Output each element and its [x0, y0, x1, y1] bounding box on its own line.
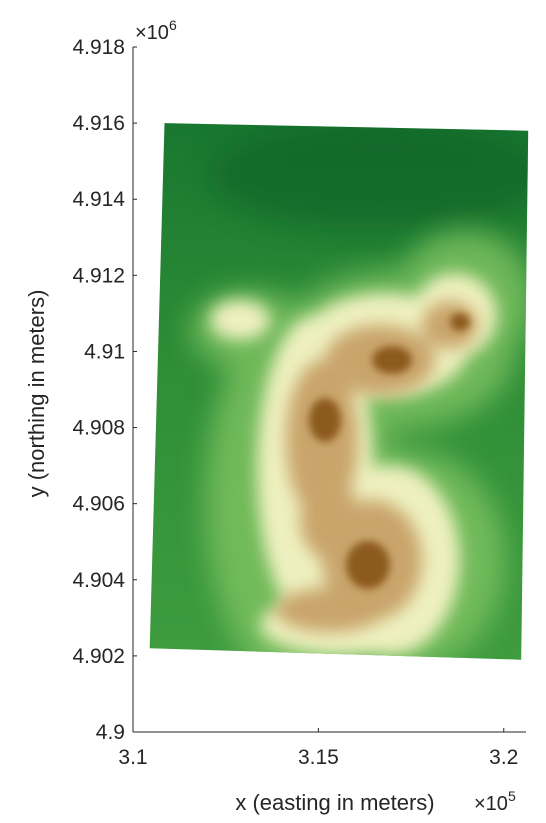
y-tick-label: 4.912 [72, 264, 125, 287]
map-summits [309, 313, 470, 589]
y-ticks: 4.9 4.902 4.904 4.906 4.908 4.91 4.912 4.914 4.9… [72, 36, 137, 744]
x-ticks: 3.1 3.15 3.2 [118, 728, 518, 769]
y-axis-exponent: ×106 [135, 17, 177, 44]
y-exp-power: 6 [169, 17, 177, 33]
x-tick-label: 3.2 [489, 746, 518, 769]
y-tick-label: 4.916 [72, 112, 125, 135]
y-tick-label: 4.9 [96, 721, 125, 744]
x-tick-label: 3.15 [298, 746, 339, 769]
y-exp-base: ×10 [135, 22, 169, 44]
axes: 4.9 4.902 4.904 4.906 4.908 4.91 4.912 4.914 4.9… [72, 36, 526, 769]
x-exp-power: 5 [508, 788, 516, 804]
y-tick-label: 4.91 [84, 340, 125, 363]
y-tick-label: 4.918 [72, 36, 125, 59]
y-axis-label: y (northing in meters) [24, 290, 49, 498]
x-axis-exponent: ×105 [474, 788, 516, 815]
y-tick-label: 4.906 [72, 493, 125, 516]
map-dark-lowland-north [210, 123, 529, 230]
y-tick-label: 4.904 [72, 569, 125, 592]
y-tick-label: 4.902 [72, 645, 125, 668]
y-tick-label: 4.914 [72, 188, 125, 211]
x-exp-base: ×10 [474, 793, 508, 815]
x-tick-label: 3.1 [118, 746, 147, 769]
x-axis-label: x (easting in meters) [235, 790, 434, 815]
y-tick-label: 4.908 [72, 417, 125, 440]
